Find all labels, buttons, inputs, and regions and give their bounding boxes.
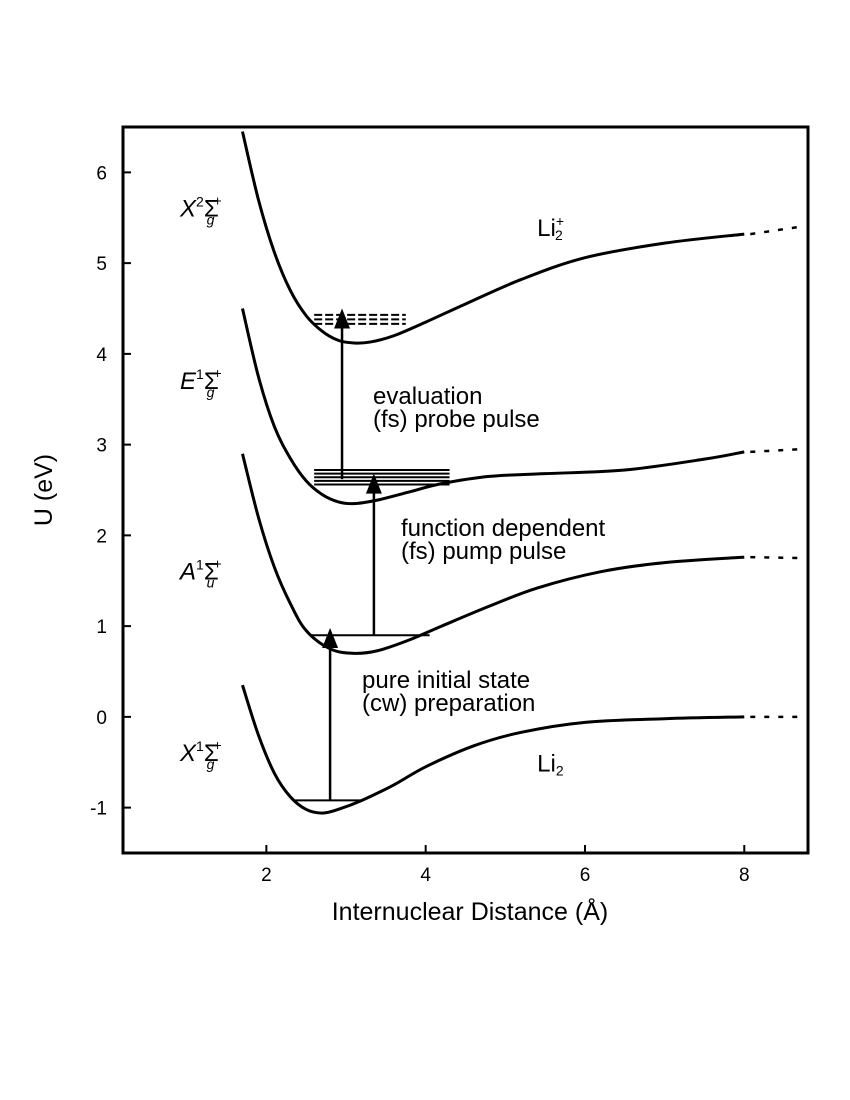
state-term-label: A1Σu+ — [178, 556, 222, 591]
state-term-label: X1Σg+ — [179, 737, 222, 772]
transition-label: evaluation — [373, 383, 482, 410]
x-tick-label: 4 — [420, 865, 431, 886]
potential-curve — [241, 308, 745, 506]
asymptote-dots — [750, 447, 801, 454]
transition-label: (cw) preparation — [362, 690, 535, 717]
vibrational-levels — [294, 313, 450, 802]
asymptote-dots — [750, 555, 801, 560]
molecule-label: Li+ 2 — [537, 213, 564, 243]
x-tick-label: 6 — [580, 865, 591, 886]
potential-curve — [241, 131, 745, 345]
state-labels: X1Σg+ A1Σu+ E1Σg+ X2Σg+ — [178, 193, 222, 772]
y-axis-title: U (eV) — [30, 454, 58, 526]
transition-label: function dependent — [401, 515, 606, 542]
transition-label: (fs) probe pulse — [373, 406, 540, 433]
transition-label: pure initial state — [362, 667, 530, 694]
transition-arrows — [322, 308, 382, 801]
transition-annotations: pure initial state(cw) preparation functi… — [362, 383, 606, 717]
y-tick-label: 4 — [96, 345, 107, 366]
y-tick-label: 1 — [96, 617, 107, 638]
state-term-label: E1Σg+ — [180, 365, 222, 400]
state-term-label: X2Σg+ — [179, 193, 222, 228]
molecule-labels: Li2 Li+ 2 — [537, 213, 564, 778]
x-axis-ticks: 2 4 6 8 — [261, 845, 750, 886]
x-axis-title: Internuclear Distance (Å) — [332, 896, 609, 926]
y-tick-label: -1 — [90, 799, 107, 820]
molecule-label: Li2 — [537, 750, 564, 778]
y-tick-label: 6 — [96, 163, 107, 184]
y-axis-ticks: -1 0 1 2 3 4 5 6 — [90, 163, 131, 820]
y-tick-label: 5 — [96, 254, 107, 275]
transition-label: (fs) pump pulse — [401, 538, 566, 565]
arrow-head — [334, 308, 351, 329]
y-tick-label: 0 — [96, 708, 107, 729]
x-tick-label: 2 — [261, 865, 272, 886]
arrow-head — [365, 473, 382, 494]
potential-curves — [241, 131, 801, 815]
potential-curve — [241, 453, 745, 655]
x-tick-label: 8 — [739, 865, 750, 886]
y-tick-label: 2 — [96, 526, 107, 547]
y-tick-label: 3 — [96, 436, 107, 457]
asymptote-dots — [750, 225, 801, 236]
potential-curve — [241, 684, 745, 815]
plot-frame — [121, 125, 810, 855]
arrow-head — [322, 627, 339, 648]
